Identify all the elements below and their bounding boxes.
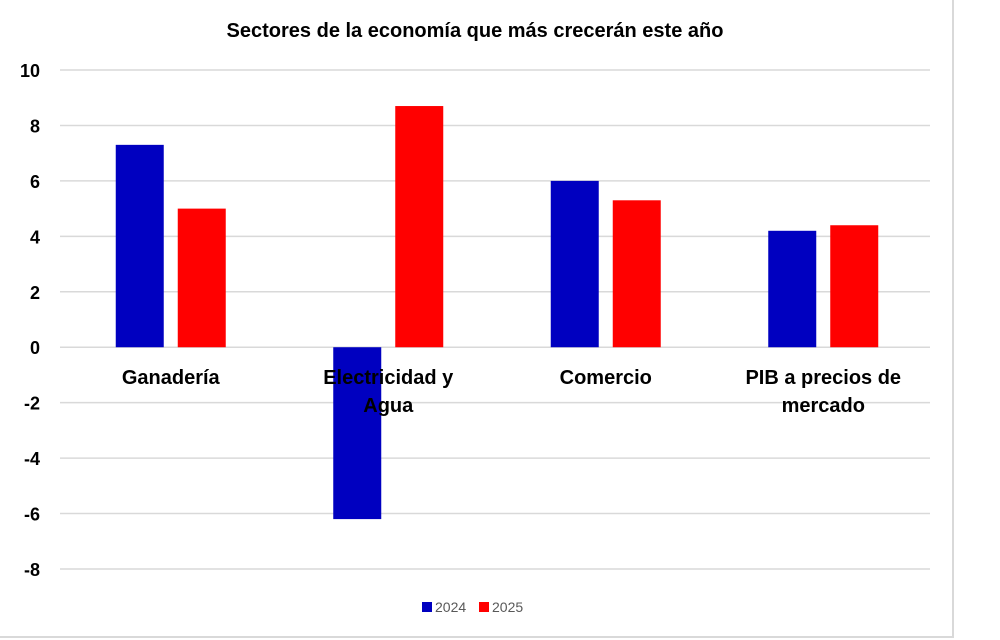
bar-2025 bbox=[395, 106, 444, 348]
bar-2025 bbox=[177, 208, 226, 348]
legend-swatch-2024 bbox=[422, 602, 432, 612]
y-tick-label: 0 bbox=[30, 338, 40, 358]
y-tick-label: -8 bbox=[24, 560, 40, 580]
y-tick-label: 4 bbox=[30, 227, 40, 247]
category-label: Ganadería bbox=[122, 367, 221, 389]
category-label: PIB a precios de bbox=[745, 367, 901, 389]
y-tick-label: 6 bbox=[30, 172, 40, 192]
category-label: mercado bbox=[782, 395, 865, 417]
bar-2024 bbox=[115, 144, 164, 348]
y-tick-label: -6 bbox=[24, 505, 40, 525]
chart-title: Sectores de la economía que más crecerán… bbox=[227, 20, 724, 42]
bar-2024 bbox=[550, 180, 599, 348]
y-tick-label: -4 bbox=[24, 449, 40, 469]
y-tick-label: -2 bbox=[24, 394, 40, 414]
bar-2025 bbox=[612, 200, 661, 348]
y-tick-label: 2 bbox=[30, 283, 40, 303]
category-label: Comercio bbox=[560, 367, 652, 389]
bar-2025 bbox=[830, 225, 879, 348]
y-tick-label: 10 bbox=[20, 61, 40, 81]
legend-label: 2025 bbox=[492, 599, 523, 615]
legend-label: 2024 bbox=[435, 599, 466, 615]
bar-2024 bbox=[768, 230, 817, 348]
y-tick-label: 8 bbox=[30, 116, 40, 136]
legend-swatch-2025 bbox=[479, 602, 489, 612]
bar-2024 bbox=[333, 347, 382, 520]
category-label: Electricidad y bbox=[323, 367, 454, 389]
category-label: Agua bbox=[363, 395, 414, 417]
